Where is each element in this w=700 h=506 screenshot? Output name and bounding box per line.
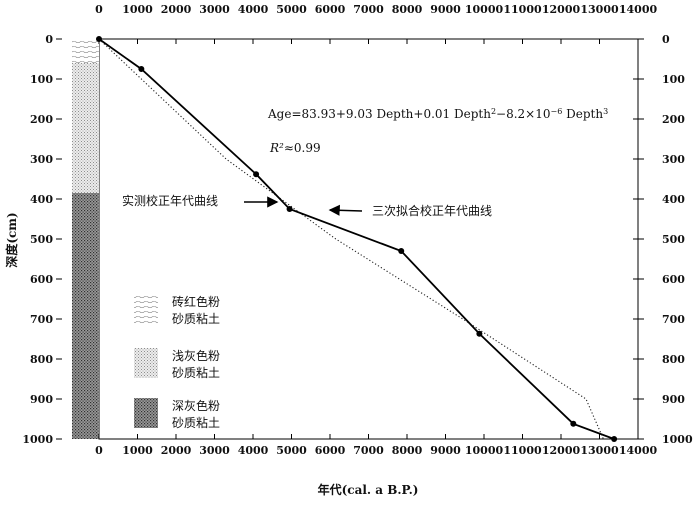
r2-text: R²≈0.99 bbox=[269, 141, 321, 155]
x-tick-label-top: 7000 bbox=[353, 3, 384, 16]
label-fitted: 三次拟合校正年代曲线 bbox=[372, 203, 492, 218]
x-tick-label: 7000 bbox=[353, 444, 384, 457]
x-tick-label-top: 2000 bbox=[161, 3, 192, 16]
x-tick-label: 9000 bbox=[430, 444, 461, 457]
x-tick-label: 11000 bbox=[503, 444, 542, 457]
x-tick-label-top: 0 bbox=[95, 3, 103, 16]
y-tick-label-right: 400 bbox=[662, 193, 685, 206]
measured-point bbox=[476, 330, 483, 337]
x-tick-label: 14000 bbox=[619, 444, 658, 457]
y-tick-label: 400 bbox=[30, 193, 53, 206]
x-tick-label-top: 11000 bbox=[503, 3, 542, 16]
y-tick-label-right: 800 bbox=[662, 353, 685, 366]
legend-label: 深灰色粉 bbox=[172, 399, 220, 413]
x-tick-label: 8000 bbox=[392, 444, 423, 457]
y-tick-label: 900 bbox=[30, 393, 53, 406]
x-tick-label-top: 14000 bbox=[619, 3, 658, 16]
x-tick-label-top: 5000 bbox=[276, 3, 307, 16]
r2-symbol: R² bbox=[269, 141, 284, 155]
legend-swatch-dark-gray bbox=[134, 398, 158, 428]
x-tick-label-top: 10000 bbox=[465, 3, 504, 16]
label-measured: 实测校正年代曲线 bbox=[122, 193, 218, 208]
x-tick-label: 1000 bbox=[122, 444, 153, 457]
y-tick-label: 0 bbox=[45, 33, 53, 46]
x-tick-label: 2000 bbox=[161, 444, 192, 457]
y-tick-label-right: 300 bbox=[662, 153, 685, 166]
measured-curve-line bbox=[98, 38, 615, 440]
x-tick-label: 4000 bbox=[238, 444, 269, 457]
y-tick-label: 1000 bbox=[22, 433, 53, 446]
y-tick-label-right: 1000 bbox=[662, 433, 693, 446]
y-tick-label: 500 bbox=[30, 233, 53, 246]
x-tick-label: 5000 bbox=[276, 444, 307, 457]
x-tick-label-top: 4000 bbox=[238, 3, 269, 16]
x-axis-title: 年代(cal. a B.P.) bbox=[318, 482, 419, 497]
x-tick-label: 13000 bbox=[580, 444, 619, 457]
lithology-column bbox=[72, 39, 99, 439]
equation-part: 3 bbox=[603, 107, 608, 116]
x-tick-label-top: 1000 bbox=[122, 3, 153, 16]
lithology-layer-brick-red bbox=[72, 39, 99, 63]
x-tick-label: 6000 bbox=[315, 444, 346, 457]
legend-swatch-light-gray bbox=[134, 348, 158, 378]
equation-part: Age=83.93+9.03 Depth+0.01 Depth bbox=[267, 107, 491, 121]
equation-part: −6 bbox=[551, 107, 563, 116]
x-tick-label: 0 bbox=[95, 444, 103, 457]
x-tick-label-top: 3000 bbox=[199, 3, 230, 16]
x-tick-label: 10000 bbox=[465, 444, 504, 457]
measured-point bbox=[398, 248, 405, 254]
y-tick-label-right: 500 bbox=[662, 233, 685, 246]
y-axis-title: 深度(cm) bbox=[4, 212, 19, 267]
arrow-fitted bbox=[328, 204, 363, 216]
lithology-layer-dark-gray bbox=[72, 193, 99, 439]
x-tick-label-top: 6000 bbox=[315, 3, 346, 16]
legend-label: 浅灰色粉 bbox=[172, 349, 220, 363]
r2-value: ≈0.99 bbox=[284, 141, 321, 155]
legend-label: 砖红色粉 bbox=[172, 294, 220, 309]
legend-label: 砂质粘土 bbox=[172, 311, 220, 326]
lithology-layer-light-gray bbox=[72, 63, 99, 193]
equation-part: 2 bbox=[491, 107, 496, 116]
legend-label: 砂质粘土 bbox=[172, 365, 220, 380]
legend-swatch-brick-red bbox=[134, 294, 158, 324]
series-measured bbox=[96, 36, 618, 442]
x-axis-top: 0 1000 2000 3000 4000 5000 6000 7000 8000 9000 100… bbox=[95, 3, 657, 44]
y-axis-left: 0 100 200 300 400 500 600 700 800 900 1000 bbox=[22, 33, 62, 446]
y-tick-label-right: 0 bbox=[662, 33, 670, 46]
x-tick-label-top: 12000 bbox=[542, 3, 581, 16]
y-tick-label: 200 bbox=[30, 113, 53, 126]
y-tick-label-right: 600 bbox=[662, 273, 685, 286]
equation-text: Age=83.93+9.03 Depth+0.01 Depth2−8.2×10−… bbox=[267, 107, 608, 122]
measured-point bbox=[138, 66, 145, 72]
y-tick-label: 600 bbox=[30, 273, 53, 286]
x-tick-label-top: 8000 bbox=[392, 3, 423, 16]
measured-point bbox=[611, 436, 618, 442]
measured-point bbox=[253, 171, 260, 178]
x-tick-label-top: 9000 bbox=[430, 3, 461, 16]
x-axis-bottom: 0 1000 2000 3000 4000 5000 6000 7000 8000 9000 100… bbox=[95, 434, 657, 457]
y-tick-label-right: 700 bbox=[662, 313, 685, 326]
measured-point bbox=[570, 420, 577, 427]
legend-label: 砂质粘土 bbox=[172, 415, 220, 430]
equation-part: Depth bbox=[562, 107, 603, 121]
equation-part: −8.2×10 bbox=[496, 107, 550, 121]
measured-point bbox=[286, 206, 293, 212]
y-tick-label: 100 bbox=[30, 73, 53, 86]
y-tick-label: 300 bbox=[30, 153, 53, 166]
measured-point bbox=[96, 36, 102, 42]
y-tick-label-right: 900 bbox=[662, 393, 685, 406]
x-tick-label: 3000 bbox=[199, 444, 230, 457]
x-tick-label-top: 13000 bbox=[580, 3, 619, 16]
y-tick-label-right: 100 bbox=[662, 73, 685, 86]
y-tick-label: 800 bbox=[30, 353, 53, 366]
y-tick-label-right: 200 bbox=[662, 113, 685, 126]
y-axis-right: 0 100 200 300 400 500 600 700 800 900 1000 bbox=[633, 33, 693, 446]
x-tick-label: 12000 bbox=[542, 444, 581, 457]
y-tick-label: 700 bbox=[30, 313, 53, 326]
